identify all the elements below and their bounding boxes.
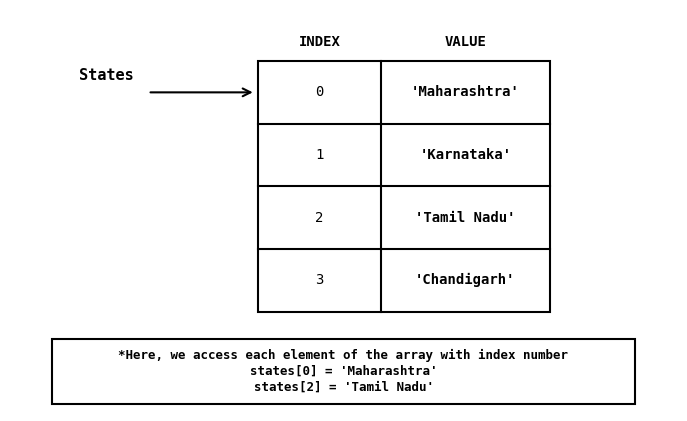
- Text: INDEX: INDEX: [299, 35, 340, 49]
- Text: 1: 1: [315, 148, 324, 162]
- Text: 'Maharashtra': 'Maharashtra': [411, 85, 520, 99]
- FancyArrowPatch shape: [150, 88, 251, 96]
- Text: 'Karnataka': 'Karnataka': [419, 148, 512, 162]
- Text: *Here, we access each element of the array with index number: *Here, we access each element of the arr…: [118, 349, 569, 362]
- Text: States: States: [79, 68, 134, 83]
- Bar: [52, 339, 635, 404]
- Text: VALUE: VALUE: [444, 35, 486, 49]
- Text: 'Chandigarh': 'Chandigarh': [415, 273, 516, 287]
- Text: states[2] = 'Tamil Nadu': states[2] = 'Tamil Nadu': [254, 381, 433, 394]
- Text: 'Tamil Nadu': 'Tamil Nadu': [415, 210, 516, 225]
- Text: 2: 2: [315, 210, 324, 225]
- Text: 3: 3: [315, 273, 324, 287]
- Text: states[0] = 'Maharashtra': states[0] = 'Maharashtra': [250, 365, 437, 378]
- Text: 0: 0: [315, 85, 324, 99]
- Bar: [258, 61, 550, 312]
